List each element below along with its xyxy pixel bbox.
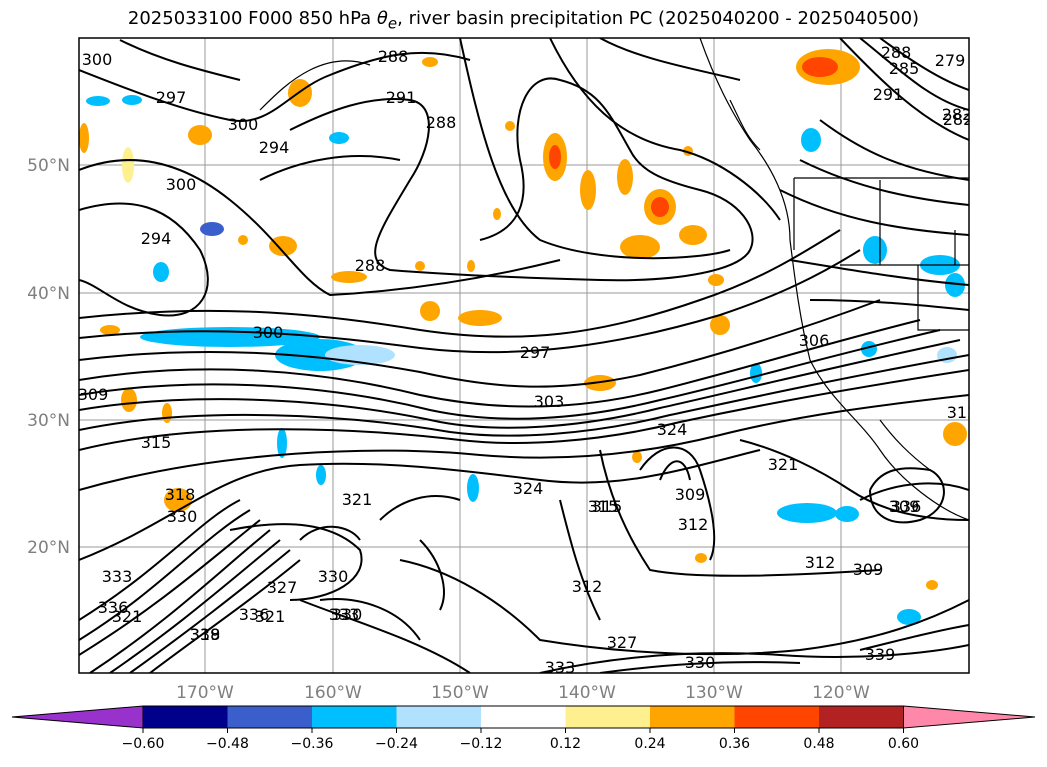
contour-label: 315 bbox=[592, 497, 623, 516]
contour-label: 282 bbox=[942, 105, 973, 124]
contour-label: 297 bbox=[520, 343, 551, 362]
lon-axis-labels: 170°W 160°W 150°W 140°W 130°W 120°W bbox=[176, 683, 870, 703]
colorbar-segment bbox=[143, 706, 228, 728]
contour-label: 324 bbox=[657, 420, 688, 439]
contour-label: 294 bbox=[141, 229, 172, 248]
contour-label: 306 bbox=[799, 331, 830, 350]
contour-label: 300 bbox=[82, 50, 113, 69]
contour-label: 303 bbox=[534, 392, 565, 411]
colorbar-ticks: −0.60 −0.48 −0.36 −0.24 −0.12 0.12 0.24 0.36 0.4… bbox=[122, 728, 919, 752]
colorbar-extend-low bbox=[11, 705, 144, 729]
contour-label: 291 bbox=[873, 85, 904, 104]
contour-label: 312 bbox=[947, 403, 978, 422]
theta-e-contours bbox=[79, 38, 969, 673]
colorbar-tick-label: −0.24 bbox=[375, 736, 418, 752]
contour-label: 291 bbox=[386, 88, 417, 107]
contour-label: 330 bbox=[685, 653, 716, 672]
contour-label: 336 bbox=[98, 598, 129, 617]
contour-label: 315 bbox=[588, 497, 619, 516]
contour-label: 330 bbox=[332, 605, 363, 624]
contour-label: 288 bbox=[355, 256, 386, 275]
contour-label: 333 bbox=[545, 658, 576, 677]
coastline bbox=[259, 38, 969, 521]
contour-label: 333 bbox=[329, 605, 360, 624]
contour-label: 309 bbox=[675, 485, 706, 504]
contour-label: 288 bbox=[378, 47, 409, 66]
contour-label: 282 bbox=[943, 110, 974, 129]
lon-label-170w: 170°W bbox=[176, 683, 234, 703]
contour-label: 321 bbox=[768, 455, 799, 474]
map-plot-area: 3002973003002942942882912882882822852882… bbox=[78, 38, 978, 677]
contour-label: 339 bbox=[190, 625, 221, 644]
map-title: 2025033100 F000 850 hPa θe, river basin … bbox=[127, 8, 920, 33]
contour-label: 327 bbox=[607, 633, 638, 652]
contour-label: 327 bbox=[267, 578, 298, 597]
contour-label: 300 bbox=[228, 115, 259, 134]
lat-label-40: 40°N bbox=[27, 284, 70, 304]
contour-label: 318 bbox=[190, 625, 221, 644]
colorbar-tick-label: 0.60 bbox=[888, 736, 919, 752]
contour-label: 288 bbox=[426, 113, 457, 132]
lat-axis-labels: 50°N 40°N 30°N 20°N bbox=[27, 156, 70, 558]
contour-label: 333 bbox=[102, 567, 133, 586]
contour-label: 321 bbox=[342, 490, 373, 509]
lon-label-120w: 120°W bbox=[812, 683, 870, 703]
colorbar-segment bbox=[819, 706, 904, 728]
contour-label: 330 bbox=[167, 507, 198, 526]
colorbar-segment bbox=[481, 706, 566, 728]
colorbar-tick-label: 0.24 bbox=[634, 736, 665, 752]
colorbar-segment bbox=[734, 706, 820, 728]
contour-label: 285 bbox=[889, 59, 920, 78]
contour-label: 297 bbox=[156, 88, 187, 107]
plot-frame bbox=[78, 37, 970, 674]
lon-label-140w: 140°W bbox=[558, 683, 616, 703]
contour-label: 312 bbox=[572, 577, 603, 596]
contour-label: 321 bbox=[255, 607, 286, 626]
colorbar-tick-label: 0.12 bbox=[550, 736, 581, 752]
colorbar bbox=[11, 705, 1036, 729]
contour-label: 336 bbox=[891, 497, 922, 516]
contour-label: 294 bbox=[259, 138, 290, 157]
lon-label-160w: 160°W bbox=[304, 683, 362, 703]
contour-label: 324 bbox=[513, 479, 544, 498]
lat-label-30: 30°N bbox=[27, 411, 70, 431]
contour-label: 309 bbox=[889, 497, 920, 516]
contour-label: 321 bbox=[112, 607, 143, 626]
colorbar-segment bbox=[227, 706, 313, 728]
contour-label: 318 bbox=[165, 485, 196, 504]
contour-label: 300 bbox=[166, 175, 197, 194]
contour-label: 309 bbox=[78, 385, 109, 404]
contour-label: 330 bbox=[318, 567, 349, 586]
lon-label-130w: 130°W bbox=[685, 683, 743, 703]
contour-label: 339 bbox=[865, 645, 896, 664]
colorbar-segment bbox=[650, 706, 735, 728]
colorbar-tick-label: 0.48 bbox=[803, 736, 834, 752]
colorbar-segment bbox=[312, 706, 397, 728]
colorbar-tick-label: 0.36 bbox=[719, 736, 750, 752]
lat-label-20: 20°N bbox=[27, 538, 70, 558]
contour-label: 312 bbox=[678, 515, 709, 534]
contour-label: 315 bbox=[141, 433, 172, 452]
contour-label: 336 bbox=[239, 605, 270, 624]
colorbar-tick-label: −0.60 bbox=[122, 736, 165, 752]
lat-label-50: 50°N bbox=[27, 156, 70, 176]
colorbar-tick-label: −0.36 bbox=[291, 736, 334, 752]
contour-label: 300 bbox=[253, 323, 284, 342]
lon-label-150w: 150°W bbox=[431, 683, 489, 703]
colorbar-extend-high bbox=[903, 705, 1036, 729]
colorbar-segment bbox=[396, 706, 482, 728]
colorbar-tick-label: −0.48 bbox=[206, 736, 249, 752]
contour-label: 279 bbox=[935, 51, 966, 70]
contour-labels: 3002973003002942942882912882882822852882… bbox=[78, 43, 978, 677]
colorbar-outline bbox=[142, 705, 904, 729]
colorbar-tick-label: −0.12 bbox=[460, 736, 503, 752]
contour-label: 288 bbox=[881, 43, 912, 62]
colorbar-segment bbox=[565, 706, 651, 728]
contour-label: 312 bbox=[805, 553, 836, 572]
contour-label: 309 bbox=[853, 560, 884, 579]
